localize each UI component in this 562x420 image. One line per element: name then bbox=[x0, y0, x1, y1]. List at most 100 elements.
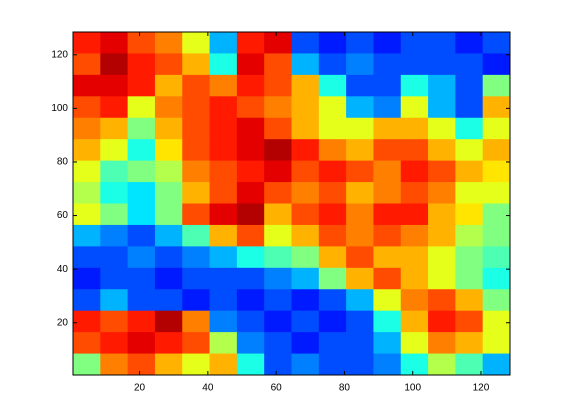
heatmap-cell bbox=[346, 160, 374, 183]
heatmap-cell bbox=[455, 117, 484, 140]
heatmap-cell bbox=[482, 203, 511, 226]
heatmap-cell bbox=[346, 74, 374, 97]
heatmap-cell bbox=[264, 332, 292, 355]
heatmap-cell bbox=[100, 310, 129, 333]
heatmap-cell bbox=[127, 353, 156, 376]
heatmap-cell bbox=[154, 96, 183, 119]
heatmap-cell bbox=[236, 32, 265, 54]
heatmap-cell bbox=[482, 117, 511, 140]
heatmap-cell bbox=[73, 32, 101, 54]
heatmap-cell bbox=[318, 74, 347, 97]
heatmap-cell bbox=[209, 182, 238, 204]
heatmap-cell bbox=[264, 160, 292, 183]
heatmap-cell bbox=[154, 203, 183, 226]
heatmap-cell bbox=[264, 53, 292, 76]
heatmap-cell bbox=[346, 117, 374, 140]
heatmap-cell bbox=[209, 53, 238, 76]
heatmap-cell bbox=[346, 310, 374, 333]
heatmap-cell bbox=[127, 117, 156, 140]
heatmap-cell bbox=[428, 246, 456, 269]
heatmap-cell bbox=[209, 246, 238, 269]
heatmap-cell bbox=[236, 332, 265, 355]
heatmap-cell bbox=[318, 139, 347, 162]
heatmap-cell bbox=[455, 74, 484, 97]
heatmap-cell bbox=[318, 289, 347, 312]
heatmap-cell bbox=[400, 203, 429, 226]
heatmap-cell bbox=[318, 310, 347, 333]
heatmap-cell bbox=[291, 310, 320, 333]
heatmap-cell bbox=[455, 182, 484, 204]
heatmap-cell bbox=[400, 53, 429, 76]
heatmap-cell bbox=[73, 117, 101, 140]
heatmap-cell bbox=[264, 310, 292, 333]
x-tick-label: 80 bbox=[339, 383, 351, 394]
heatmap-cell bbox=[209, 267, 238, 290]
heatmap-cell bbox=[346, 224, 374, 247]
heatmap-cell bbox=[318, 32, 347, 54]
heatmap-cell bbox=[482, 160, 511, 183]
heatmap-cell bbox=[291, 160, 320, 183]
heatmap-cell bbox=[346, 139, 374, 162]
heatmap-cell bbox=[264, 246, 292, 269]
heatmap-cell bbox=[154, 117, 183, 140]
heatmap-cell bbox=[318, 267, 347, 290]
heatmap-cell bbox=[127, 139, 156, 162]
heatmap-cell bbox=[264, 289, 292, 312]
heatmap-cell bbox=[127, 224, 156, 247]
heatmap-cell bbox=[154, 53, 183, 76]
heatmap-cell bbox=[236, 117, 265, 140]
heatmap-cell bbox=[482, 182, 511, 204]
heatmap-cell bbox=[373, 332, 402, 355]
heatmap-cell bbox=[264, 74, 292, 97]
heatmap-cell bbox=[346, 267, 374, 290]
heatmap-cell bbox=[291, 117, 320, 140]
heatmap-cell bbox=[455, 224, 484, 247]
heatmap-cell bbox=[400, 117, 429, 140]
heatmap-cell bbox=[182, 182, 211, 204]
heatmap-cell bbox=[291, 74, 320, 97]
heatmap-cell bbox=[100, 53, 129, 76]
heatmap-cell bbox=[182, 203, 211, 226]
heatmap-cell bbox=[400, 139, 429, 162]
heatmap-cell bbox=[373, 32, 402, 54]
heatmap-cell bbox=[346, 332, 374, 355]
heatmap-cell bbox=[154, 139, 183, 162]
heatmap-cell bbox=[346, 246, 374, 269]
heatmap-cell bbox=[428, 160, 456, 183]
heatmap-cell bbox=[100, 32, 129, 54]
heatmap-cell bbox=[318, 203, 347, 226]
heatmap-cell bbox=[428, 267, 456, 290]
heatmap-cell bbox=[264, 32, 292, 54]
heatmap-cell bbox=[291, 332, 320, 355]
heatmap-cell bbox=[182, 224, 211, 247]
y-tick-label: 60 bbox=[57, 210, 69, 221]
heatmap-cell bbox=[236, 160, 265, 183]
heatmap-cell bbox=[400, 182, 429, 204]
heatmap-cell bbox=[182, 74, 211, 97]
heatmap-cell bbox=[236, 74, 265, 97]
heatmap-cell bbox=[182, 139, 211, 162]
heatmap-cell bbox=[127, 160, 156, 183]
heatmap-cell bbox=[209, 289, 238, 312]
heatmap-cell bbox=[73, 182, 101, 204]
heatmap-cell bbox=[236, 203, 265, 226]
heatmap-cell bbox=[318, 53, 347, 76]
heatmap-cell bbox=[209, 224, 238, 247]
heatmap-cell bbox=[318, 353, 347, 376]
heatmap-cell bbox=[428, 182, 456, 204]
heatmap-cell bbox=[346, 96, 374, 119]
heatmap-cell bbox=[209, 117, 238, 140]
heatmap-cell bbox=[482, 96, 511, 119]
heatmap-cell bbox=[428, 289, 456, 312]
heatmap-cell bbox=[428, 96, 456, 119]
heatmap-cell bbox=[373, 289, 402, 312]
heatmap-cell bbox=[318, 96, 347, 119]
heatmap-cell bbox=[346, 353, 374, 376]
heatmap-cell bbox=[73, 246, 101, 269]
heatmap-cell bbox=[127, 203, 156, 226]
heatmap-cell bbox=[236, 310, 265, 333]
heatmap-cell bbox=[455, 53, 484, 76]
heatmap-cell bbox=[182, 310, 211, 333]
heatmap-cell bbox=[182, 267, 211, 290]
heatmap-cell bbox=[127, 74, 156, 97]
